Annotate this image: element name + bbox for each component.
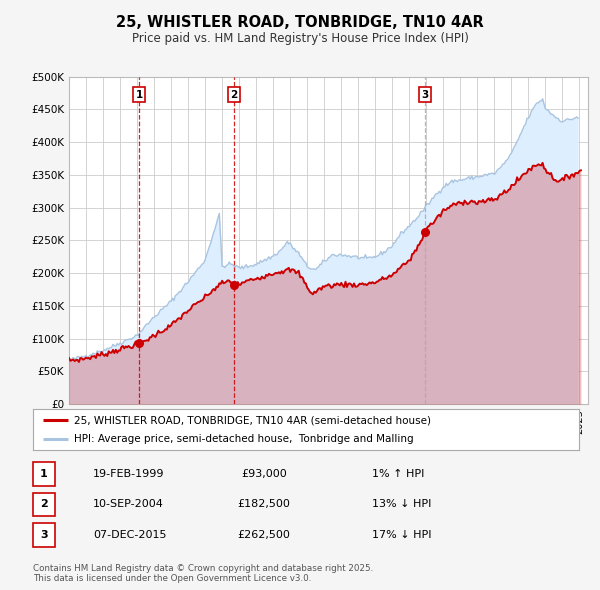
Text: Contains HM Land Registry data © Crown copyright and database right 2025.
This d: Contains HM Land Registry data © Crown c… bbox=[33, 563, 373, 583]
Text: 1: 1 bbox=[40, 469, 47, 478]
Text: 2: 2 bbox=[230, 90, 238, 100]
Text: 3: 3 bbox=[40, 530, 47, 540]
Text: 07-DEC-2015: 07-DEC-2015 bbox=[93, 530, 167, 540]
Text: 25, WHISTLER ROAD, TONBRIDGE, TN10 4AR: 25, WHISTLER ROAD, TONBRIDGE, TN10 4AR bbox=[116, 15, 484, 30]
Text: £93,000: £93,000 bbox=[241, 469, 287, 478]
Text: £262,500: £262,500 bbox=[238, 530, 290, 540]
Text: 19-FEB-1999: 19-FEB-1999 bbox=[93, 469, 164, 478]
Text: 2: 2 bbox=[40, 500, 47, 509]
Text: 13% ↓ HPI: 13% ↓ HPI bbox=[372, 500, 431, 509]
Text: Price paid vs. HM Land Registry's House Price Index (HPI): Price paid vs. HM Land Registry's House … bbox=[131, 32, 469, 45]
Text: 1: 1 bbox=[136, 90, 143, 100]
Text: £182,500: £182,500 bbox=[238, 500, 290, 509]
Text: 10-SEP-2004: 10-SEP-2004 bbox=[93, 500, 164, 509]
Text: 17% ↓ HPI: 17% ↓ HPI bbox=[372, 530, 431, 540]
Text: HPI: Average price, semi-detached house,  Tonbridge and Malling: HPI: Average price, semi-detached house,… bbox=[74, 434, 413, 444]
Text: 25, WHISTLER ROAD, TONBRIDGE, TN10 4AR (semi-detached house): 25, WHISTLER ROAD, TONBRIDGE, TN10 4AR (… bbox=[74, 415, 431, 425]
Text: 1% ↑ HPI: 1% ↑ HPI bbox=[372, 469, 424, 478]
Text: 3: 3 bbox=[421, 90, 428, 100]
